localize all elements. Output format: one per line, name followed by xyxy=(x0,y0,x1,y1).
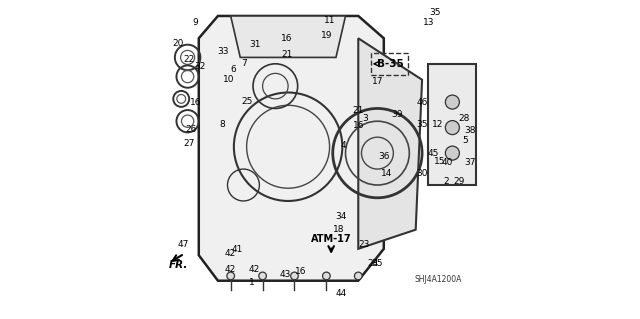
Text: 16: 16 xyxy=(281,34,292,43)
Text: 14: 14 xyxy=(381,169,393,178)
Text: 21: 21 xyxy=(281,50,292,59)
Polygon shape xyxy=(428,64,476,185)
Text: 5: 5 xyxy=(462,136,468,145)
Text: 43: 43 xyxy=(279,270,291,279)
Text: 38: 38 xyxy=(464,126,476,135)
Text: 9: 9 xyxy=(193,18,198,27)
Text: 41: 41 xyxy=(232,245,243,254)
Text: 42: 42 xyxy=(225,265,236,274)
Text: 35: 35 xyxy=(372,259,383,268)
Text: 7: 7 xyxy=(241,59,247,68)
Text: 19: 19 xyxy=(321,31,333,40)
Text: 35: 35 xyxy=(429,8,440,17)
Text: 36: 36 xyxy=(378,152,390,161)
Text: 30: 30 xyxy=(417,169,428,178)
Text: 33: 33 xyxy=(217,47,228,56)
Text: 22: 22 xyxy=(184,55,195,63)
Text: 10: 10 xyxy=(223,75,235,84)
Text: 31: 31 xyxy=(249,40,260,49)
Circle shape xyxy=(291,272,298,280)
Text: 1: 1 xyxy=(248,278,254,287)
Text: 16: 16 xyxy=(353,121,364,130)
Text: 37: 37 xyxy=(464,158,476,167)
Text: ATM-17: ATM-17 xyxy=(311,234,351,244)
Text: 45: 45 xyxy=(428,149,439,158)
Text: 17: 17 xyxy=(372,77,383,86)
Circle shape xyxy=(355,272,362,280)
Text: 44: 44 xyxy=(335,289,346,298)
Text: B-35: B-35 xyxy=(378,59,404,69)
Text: 11: 11 xyxy=(324,16,335,25)
Text: 26: 26 xyxy=(185,125,196,134)
Text: 4: 4 xyxy=(340,141,346,150)
Polygon shape xyxy=(199,16,384,281)
Text: 6: 6 xyxy=(230,65,236,74)
Text: 24: 24 xyxy=(367,259,378,268)
Text: 23: 23 xyxy=(358,240,370,249)
Text: 25: 25 xyxy=(241,97,252,106)
Circle shape xyxy=(227,272,234,280)
Text: 46: 46 xyxy=(417,98,428,107)
Text: 13: 13 xyxy=(422,18,434,27)
Text: 40: 40 xyxy=(442,158,453,167)
Text: 12: 12 xyxy=(433,120,444,129)
Text: 29: 29 xyxy=(453,177,465,186)
Text: 18: 18 xyxy=(333,225,344,234)
Circle shape xyxy=(323,272,330,280)
Text: FR.: FR. xyxy=(168,260,188,270)
Text: 32: 32 xyxy=(195,63,206,71)
Polygon shape xyxy=(230,16,346,57)
Text: 42: 42 xyxy=(249,265,260,274)
Text: 8: 8 xyxy=(220,120,225,129)
Text: 2: 2 xyxy=(443,177,449,186)
Circle shape xyxy=(445,146,460,160)
Text: 39: 39 xyxy=(391,110,403,119)
Text: 16: 16 xyxy=(295,267,307,276)
Circle shape xyxy=(445,95,460,109)
Text: 15: 15 xyxy=(434,157,445,166)
Text: 27: 27 xyxy=(184,139,195,148)
Text: 21: 21 xyxy=(352,106,364,115)
Polygon shape xyxy=(358,38,422,249)
Circle shape xyxy=(445,121,460,135)
Text: 47: 47 xyxy=(178,240,189,249)
Text: 42: 42 xyxy=(225,249,236,258)
Text: SHJ4A1200A: SHJ4A1200A xyxy=(414,275,461,284)
Text: 35: 35 xyxy=(417,120,428,129)
Circle shape xyxy=(259,272,266,280)
Text: 28: 28 xyxy=(458,114,469,122)
Text: 3: 3 xyxy=(362,114,367,122)
Text: 34: 34 xyxy=(335,212,346,221)
Text: 20: 20 xyxy=(172,39,184,48)
Text: 16: 16 xyxy=(190,98,202,107)
